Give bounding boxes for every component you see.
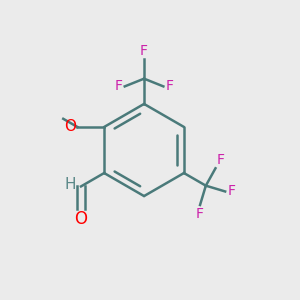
Text: F: F xyxy=(196,207,204,221)
Text: H: H xyxy=(64,176,76,191)
Text: F: F xyxy=(217,153,225,167)
Text: F: F xyxy=(140,44,148,58)
Text: F: F xyxy=(227,184,236,199)
Text: F: F xyxy=(166,80,174,93)
Text: F: F xyxy=(114,80,122,93)
Text: O: O xyxy=(64,119,76,134)
Text: O: O xyxy=(74,211,88,229)
